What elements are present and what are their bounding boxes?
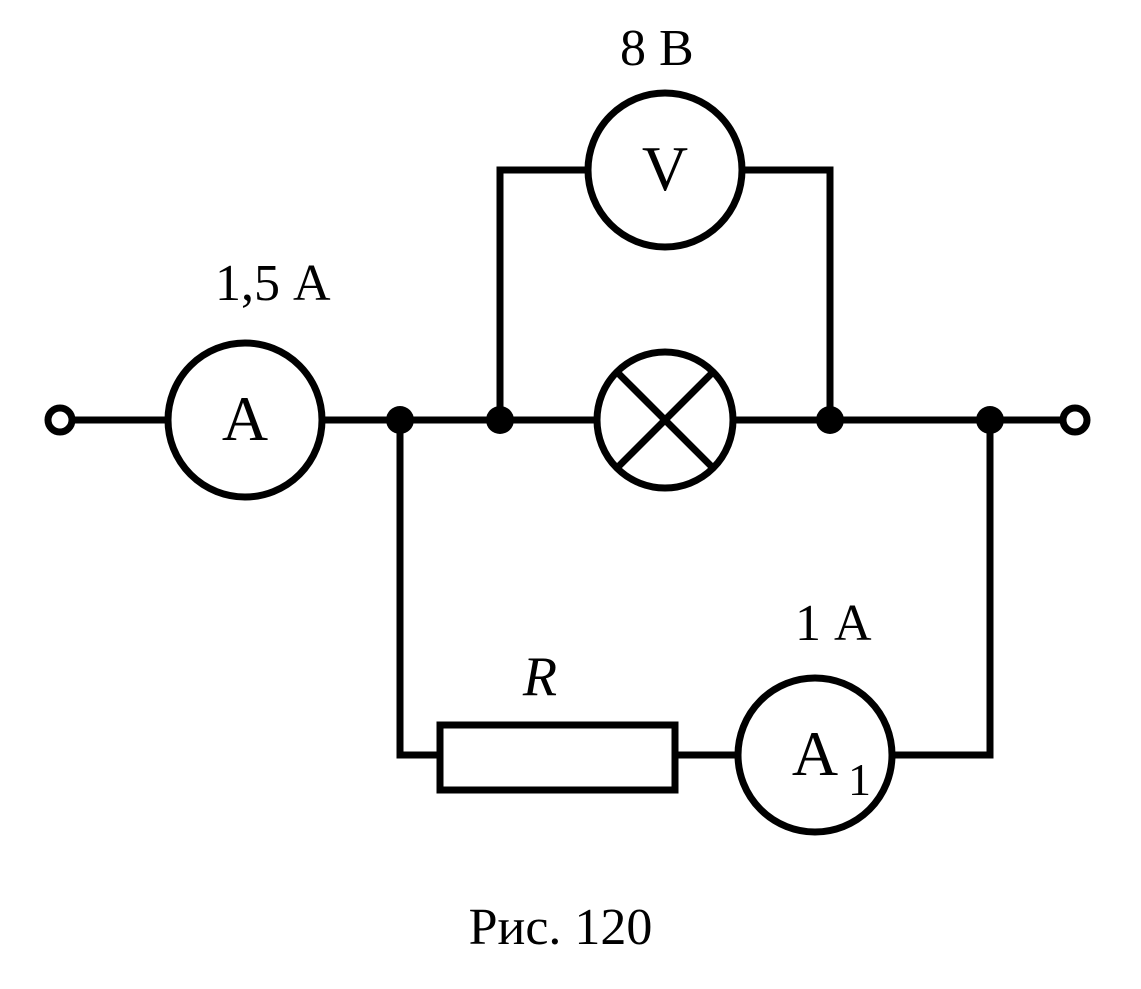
voltmeter-label: V (642, 133, 688, 204)
terminal-right (1063, 408, 1087, 432)
junction-node (976, 406, 1004, 434)
circuit-diagram: AVA1 1,5 А8 В1 АR Рис. 120 (0, 0, 1141, 989)
ammeter-main-value: 1,5 А (215, 255, 331, 312)
junction-node (386, 406, 414, 434)
ammeter-1-subscript: 1 (848, 754, 871, 805)
ammeter-1-value: 1 А (795, 595, 872, 652)
ammeter-1-label: A (792, 718, 838, 789)
resistor-label: R (522, 646, 557, 708)
resistor (440, 725, 675, 790)
labels: 1,5 А 8 В 1 А R (215, 20, 872, 708)
ammeter-main-label: A (222, 383, 268, 454)
junction-node (816, 406, 844, 434)
figure-caption: Рис. 120 (469, 899, 653, 956)
terminal-left (48, 408, 72, 432)
components: AVA1 (168, 93, 892, 832)
voltmeter-value: 8 В (620, 20, 694, 77)
junction-node (486, 406, 514, 434)
